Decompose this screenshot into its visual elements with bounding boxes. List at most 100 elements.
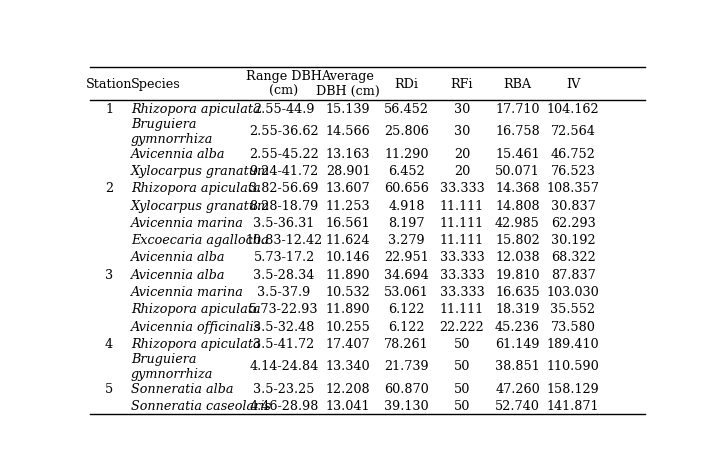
Text: Average
DBH (cm): Average DBH (cm) <box>316 70 380 98</box>
Text: 15.461: 15.461 <box>495 148 540 160</box>
Text: 78.261: 78.261 <box>384 337 429 350</box>
Text: 73.580: 73.580 <box>551 320 596 333</box>
Text: Avicennia alba: Avicennia alba <box>130 148 225 160</box>
Text: 50: 50 <box>454 337 470 350</box>
Text: 3.5-36.31: 3.5-36.31 <box>254 217 315 229</box>
Text: 10.532: 10.532 <box>326 286 371 298</box>
Text: 5.73-17.2: 5.73-17.2 <box>254 251 315 264</box>
Text: RFi: RFi <box>451 78 473 91</box>
Text: 13.340: 13.340 <box>326 359 370 373</box>
Text: 50: 50 <box>454 399 470 412</box>
Text: 4: 4 <box>105 337 113 350</box>
Text: 39.130: 39.130 <box>384 399 429 412</box>
Text: 42.985: 42.985 <box>495 217 540 229</box>
Text: Rhizopora apiculata: Rhizopora apiculata <box>130 182 260 195</box>
Text: 11.624: 11.624 <box>326 234 370 247</box>
Text: 30: 30 <box>454 125 470 138</box>
Text: Sonneratia caseolaris: Sonneratia caseolaris <box>130 399 270 412</box>
Text: 14.368: 14.368 <box>495 182 540 195</box>
Text: 108.357: 108.357 <box>546 182 599 195</box>
Text: 20: 20 <box>454 165 470 178</box>
Text: 45.236: 45.236 <box>495 320 540 333</box>
Text: 3.5-41.72: 3.5-41.72 <box>254 337 315 350</box>
Text: Bruguiera
gymnorrhiza: Bruguiera gymnorrhiza <box>130 352 213 380</box>
Text: 103.030: 103.030 <box>546 286 599 298</box>
Text: 11.290: 11.290 <box>384 148 429 160</box>
Text: Rhizopora apiculata: Rhizopora apiculata <box>130 303 260 316</box>
Text: 33.333: 33.333 <box>440 268 484 281</box>
Text: 10.146: 10.146 <box>326 251 370 264</box>
Text: Species: Species <box>130 78 181 91</box>
Text: 46.752: 46.752 <box>551 148 596 160</box>
Text: Avicennia alba: Avicennia alba <box>130 268 225 281</box>
Text: 22.222: 22.222 <box>440 320 484 333</box>
Text: 15.802: 15.802 <box>495 234 540 247</box>
Text: 14.808: 14.808 <box>495 199 540 212</box>
Text: 8.197: 8.197 <box>388 217 424 229</box>
Text: 15.139: 15.139 <box>326 102 370 116</box>
Text: Bruguiera
gymnorrhiza: Bruguiera gymnorrhiza <box>130 118 213 146</box>
Text: RDi: RDi <box>394 78 418 91</box>
Text: 8.28-18.79: 8.28-18.79 <box>250 199 319 212</box>
Text: 21.739: 21.739 <box>384 359 429 373</box>
Text: 56.452: 56.452 <box>384 102 429 116</box>
Text: 22.951: 22.951 <box>384 251 429 264</box>
Text: 6.122: 6.122 <box>388 303 424 316</box>
Text: 3.5-23.25: 3.5-23.25 <box>253 382 315 395</box>
Text: Xylocarpus granatum: Xylocarpus granatum <box>130 165 270 178</box>
Text: 9.24-41.72: 9.24-41.72 <box>250 165 319 178</box>
Text: 50: 50 <box>454 382 470 395</box>
Text: 13.041: 13.041 <box>326 399 370 412</box>
Text: 6.122: 6.122 <box>388 320 424 333</box>
Text: 11.111: 11.111 <box>440 199 484 212</box>
Text: 11.890: 11.890 <box>326 268 370 281</box>
Text: 2.55-45.22: 2.55-45.22 <box>250 148 319 160</box>
Text: 3: 3 <box>105 268 113 281</box>
Text: 5.73-22.93: 5.73-22.93 <box>250 303 319 316</box>
Text: 30: 30 <box>454 102 470 116</box>
Text: 20: 20 <box>454 148 470 160</box>
Text: 3.5-28.34: 3.5-28.34 <box>253 268 315 281</box>
Text: 47.260: 47.260 <box>495 382 540 395</box>
Text: 10.83-12.42: 10.83-12.42 <box>245 234 323 247</box>
Text: 14.566: 14.566 <box>326 125 371 138</box>
Text: 11.111: 11.111 <box>440 303 484 316</box>
Text: 13.163: 13.163 <box>326 148 370 160</box>
Text: 52.740: 52.740 <box>495 399 540 412</box>
Text: 76.523: 76.523 <box>551 165 596 178</box>
Text: 3.82-56.69: 3.82-56.69 <box>250 182 319 195</box>
Text: 30.837: 30.837 <box>551 199 595 212</box>
Text: 30.192: 30.192 <box>551 234 595 247</box>
Text: 2.55-36.62: 2.55-36.62 <box>250 125 319 138</box>
Text: 12.038: 12.038 <box>495 251 540 264</box>
Text: 33.333: 33.333 <box>440 251 484 264</box>
Text: RBA: RBA <box>503 78 531 91</box>
Text: 19.810: 19.810 <box>495 268 540 281</box>
Text: 11.111: 11.111 <box>440 234 484 247</box>
Text: 2.55-44.9: 2.55-44.9 <box>253 102 315 116</box>
Text: 61.149: 61.149 <box>495 337 540 350</box>
Text: 16.561: 16.561 <box>326 217 370 229</box>
Text: Rhizopora apiculata: Rhizopora apiculata <box>130 337 260 350</box>
Text: 25.806: 25.806 <box>384 125 429 138</box>
Text: 3.279: 3.279 <box>388 234 424 247</box>
Text: Avicennia officinalis: Avicennia officinalis <box>130 320 261 333</box>
Text: 18.319: 18.319 <box>495 303 540 316</box>
Text: 60.870: 60.870 <box>384 382 429 395</box>
Text: 3.5-37.9: 3.5-37.9 <box>257 286 310 298</box>
Text: Excoecaria agallocha: Excoecaria agallocha <box>130 234 268 247</box>
Text: 68.322: 68.322 <box>551 251 595 264</box>
Text: 35.552: 35.552 <box>551 303 596 316</box>
Text: 17.710: 17.710 <box>495 102 540 116</box>
Text: Avicennia alba: Avicennia alba <box>130 251 225 264</box>
Text: 28.901: 28.901 <box>326 165 370 178</box>
Text: 34.694: 34.694 <box>384 268 429 281</box>
Text: 33.333: 33.333 <box>440 286 484 298</box>
Text: 5: 5 <box>105 382 113 395</box>
Text: Rhizopora apiculata: Rhizopora apiculata <box>130 102 260 116</box>
Text: 4.14-24.84: 4.14-24.84 <box>250 359 319 373</box>
Text: 11.253: 11.253 <box>326 199 370 212</box>
Text: 6.452: 6.452 <box>388 165 424 178</box>
Text: Range DBH
(cm): Range DBH (cm) <box>246 70 322 98</box>
Text: 158.129: 158.129 <box>546 382 599 395</box>
